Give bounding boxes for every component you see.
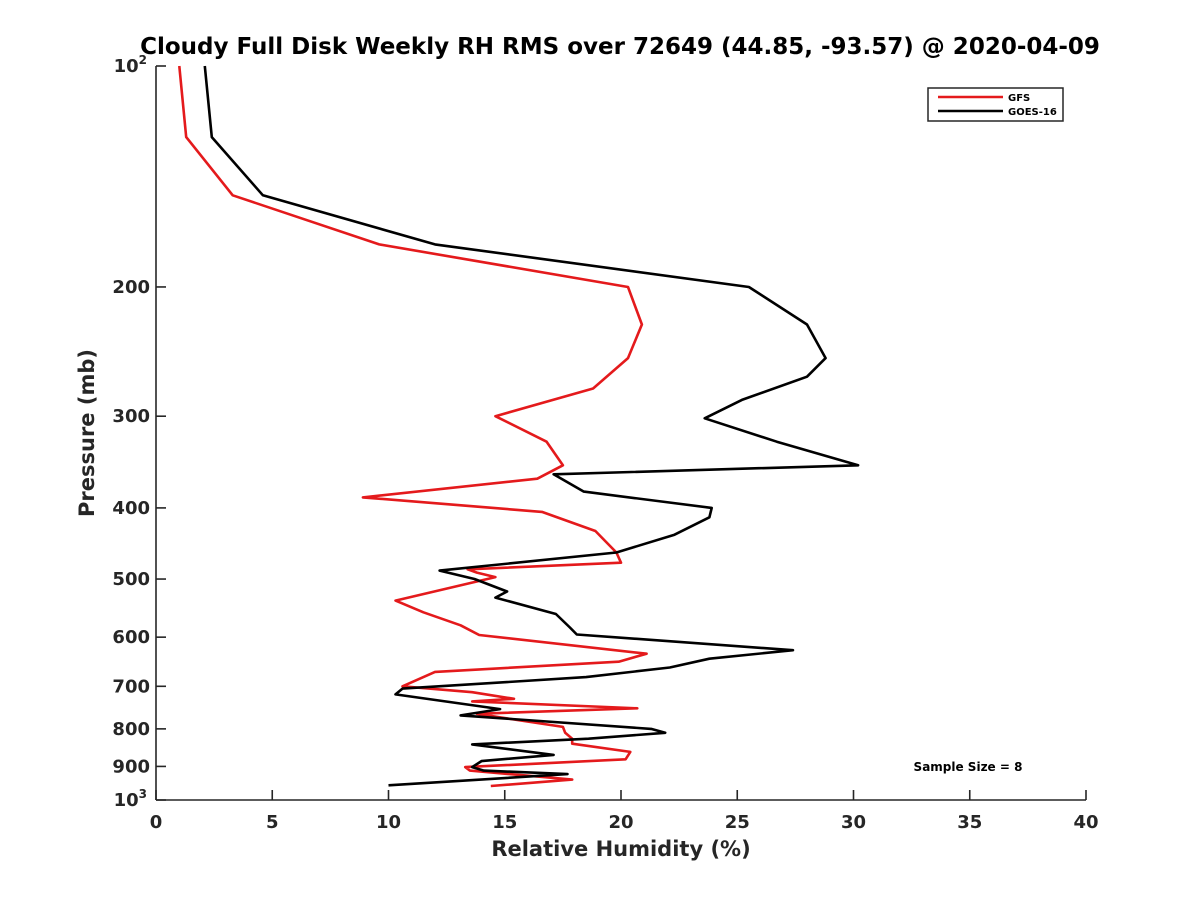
x-tick-label-35: 35	[957, 812, 982, 833]
y-tick-label-700: 700	[112, 676, 150, 697]
y-tick-label-900: 900	[112, 756, 150, 777]
sample-size-annotation: Sample Size = 8	[914, 760, 1023, 774]
y-tick-exponent-1000: 3	[139, 787, 147, 801]
y-tick-exponent-100: 2	[139, 53, 147, 67]
x-tick-label-40: 40	[1073, 812, 1098, 833]
y-axis-label: Pressure (mb)	[75, 349, 99, 517]
x-tick-label-5: 5	[266, 812, 279, 833]
y-tick-label-500: 500	[112, 569, 150, 590]
x-tick-label-15: 15	[492, 812, 517, 833]
y-tick-label-800: 800	[112, 719, 150, 740]
x-tick-label-20: 20	[608, 812, 633, 833]
x-axis-ticks: 0 5 10 15 20 25 30 35 40	[150, 790, 1099, 833]
legend: GFS GOES-16	[927, 87, 1064, 122]
y-tick-label-600: 600	[112, 627, 150, 648]
y-tick-label-200: 200	[112, 277, 150, 298]
series-line-goes-16	[203, 65, 860, 787]
legend-label-goes16: GOES-16	[1008, 107, 1057, 118]
y-tick-label-400: 400	[112, 498, 150, 519]
plot-area	[155, 65, 1086, 801]
x-tick-label-30: 30	[841, 812, 866, 833]
legend-box	[927, 87, 1064, 122]
series-layer	[178, 65, 860, 788]
x-tick-label-0: 0	[150, 812, 163, 833]
y-tick-label-300: 300	[112, 406, 150, 427]
legend-label-gfs: GFS	[1008, 93, 1030, 104]
x-tick-label-10: 10	[376, 812, 401, 833]
axes-background	[156, 66, 1086, 800]
chart-title: Cloudy Full Disk Weekly RH RMS over 7264…	[140, 34, 1100, 60]
x-tick-label-25: 25	[725, 812, 750, 833]
x-axis-label: Relative Humidity (%)	[491, 837, 750, 861]
